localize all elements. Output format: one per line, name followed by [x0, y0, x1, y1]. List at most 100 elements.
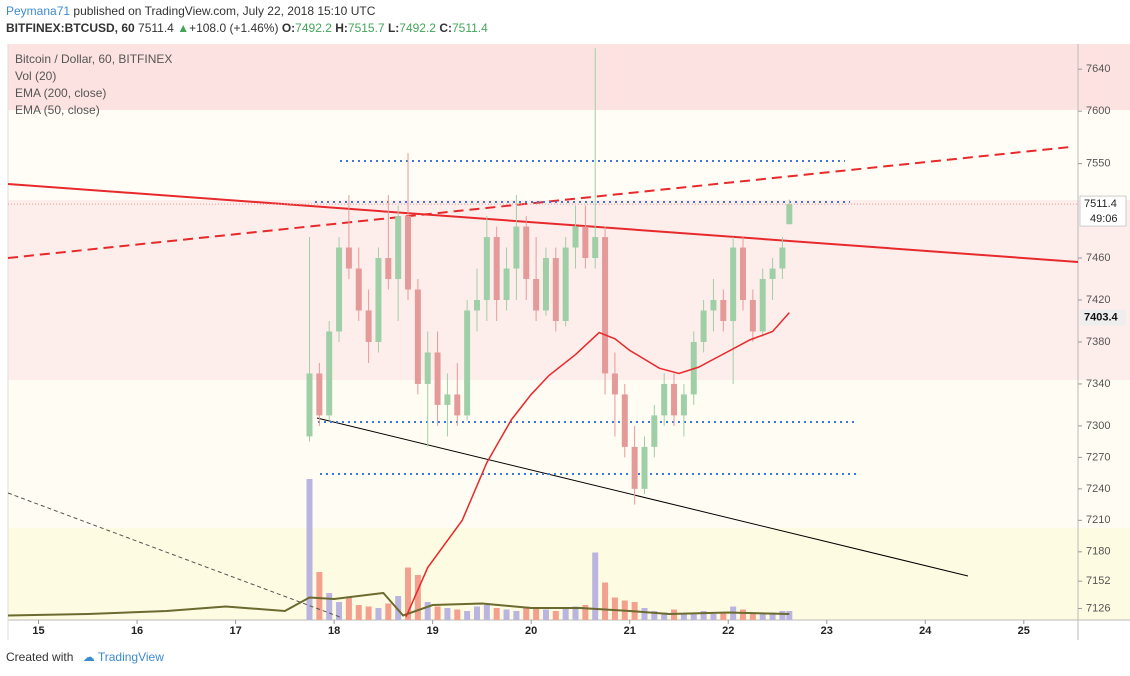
candle-body: [464, 310, 471, 416]
y-tick-label: 7270: [1086, 451, 1110, 463]
brand[interactable]: TradingView: [97, 650, 164, 664]
volume-bar: [513, 611, 520, 620]
x-tick-label: 18: [328, 625, 340, 637]
candle-body: [651, 415, 658, 447]
h-label: H:: [335, 21, 348, 35]
volume-bar: [651, 611, 658, 620]
candle-body: [769, 268, 776, 280]
x-tick-label: 23: [821, 625, 833, 637]
candle-body: [621, 394, 628, 447]
x-tick-label: 25: [1018, 625, 1030, 637]
volume-bar: [355, 605, 362, 620]
y-tick-label: 7240: [1086, 483, 1110, 495]
candle-body: [611, 373, 618, 395]
volume-bar: [710, 614, 717, 620]
x-tick-label: 22: [722, 625, 734, 637]
volume-bar: [759, 614, 766, 620]
candle-body: [454, 394, 461, 416]
candle-body: [602, 237, 609, 374]
zone: [8, 44, 1130, 110]
zone: [8, 380, 1130, 528]
candle-body: [533, 279, 540, 311]
last: 7511.4: [138, 21, 174, 35]
volume-bar: [523, 606, 530, 620]
x-tick-label: 17: [229, 625, 241, 637]
volume-bar: [552, 611, 559, 620]
volume-bar: [483, 605, 490, 620]
x-tick-label: 15: [32, 625, 44, 637]
h: 7515.7: [347, 21, 385, 35]
candle-body: [700, 310, 707, 342]
candle-body: [434, 352, 441, 405]
candle-body: [740, 247, 747, 300]
y-tick-label: 7600: [1086, 105, 1110, 117]
volume-bar: [740, 609, 747, 620]
trend-line: [316, 417, 969, 577]
volume-bar: [365, 606, 372, 620]
y-tick-label: 7550: [1086, 158, 1110, 170]
volume-bar: [414, 575, 421, 620]
volume-bar: [769, 612, 776, 620]
c: 7511.4: [451, 21, 488, 35]
volume-bar: [493, 608, 500, 620]
candle-body: [730, 247, 737, 321]
volume-bar: [680, 614, 687, 620]
volume-bar: [473, 606, 480, 620]
volume-bar: [316, 572, 323, 620]
last-price-label: 7511.4: [1084, 198, 1117, 210]
candle-body: [552, 258, 559, 321]
candle-body: [582, 226, 589, 259]
volume-bar: [720, 612, 727, 620]
vol_ma-line: [7, 591, 790, 617]
volume-bar: [375, 608, 382, 620]
volume-bar: [395, 596, 402, 620]
candle-body: [444, 394, 451, 405]
candle-body: [680, 394, 687, 416]
volume-bar: [602, 582, 609, 620]
volume-bar: [424, 602, 431, 620]
volume-bar: [690, 612, 697, 620]
candle-body: [306, 373, 313, 437]
volume-bar: [572, 606, 579, 620]
l-label: L:: [387, 21, 400, 35]
legend: Vol (20): [15, 69, 56, 83]
candle-body: [786, 204, 793, 225]
legend: Bitcoin / Dollar, 60, BITFINEX: [15, 52, 172, 66]
candle-body: [641, 446, 648, 489]
published: published on TradingView.com, July 22, 2…: [73, 4, 376, 18]
x-tick-label: 20: [525, 625, 537, 637]
candle-body: [661, 383, 668, 416]
countdown: 49:06: [1090, 213, 1118, 225]
c-label: C:: [439, 21, 452, 35]
zone: [8, 528, 1130, 620]
volume-bar: [444, 608, 451, 620]
candle-body: [493, 237, 500, 300]
o: 7492.2: [295, 21, 332, 35]
volume-bar: [503, 609, 510, 620]
volume-bar: [641, 608, 648, 620]
zone: [8, 200, 1130, 380]
candle-body: [355, 268, 362, 311]
candle-body: [513, 226, 520, 269]
chart: Bitcoin / Dollar, 60, BITFINEX Vol (20) …: [7, 44, 1130, 640]
volume-bar: [464, 611, 471, 620]
y-tick-label: 7460: [1086, 252, 1110, 264]
ema-price-label: 7403.4: [1084, 311, 1119, 323]
x-tick-label: 24: [919, 625, 932, 637]
candle-body: [336, 247, 343, 332]
candle-body: [365, 310, 372, 342]
y-tick-label: 7126: [1086, 602, 1110, 614]
candle-body: [671, 383, 678, 416]
trend-line: [7, 492, 341, 618]
author[interactable]: Peymana71: [6, 4, 71, 18]
volume-bar: [326, 593, 333, 620]
candle-body: [405, 216, 412, 290]
candle-body: [779, 247, 786, 269]
created: Created with: [6, 650, 74, 664]
candle-body: [562, 247, 569, 321]
candle-body: [759, 279, 766, 332]
y-tick-label: 7180: [1086, 546, 1110, 558]
price-box: [1080, 309, 1126, 326]
footer: Created with ☁ TradingView: [6, 650, 164, 664]
